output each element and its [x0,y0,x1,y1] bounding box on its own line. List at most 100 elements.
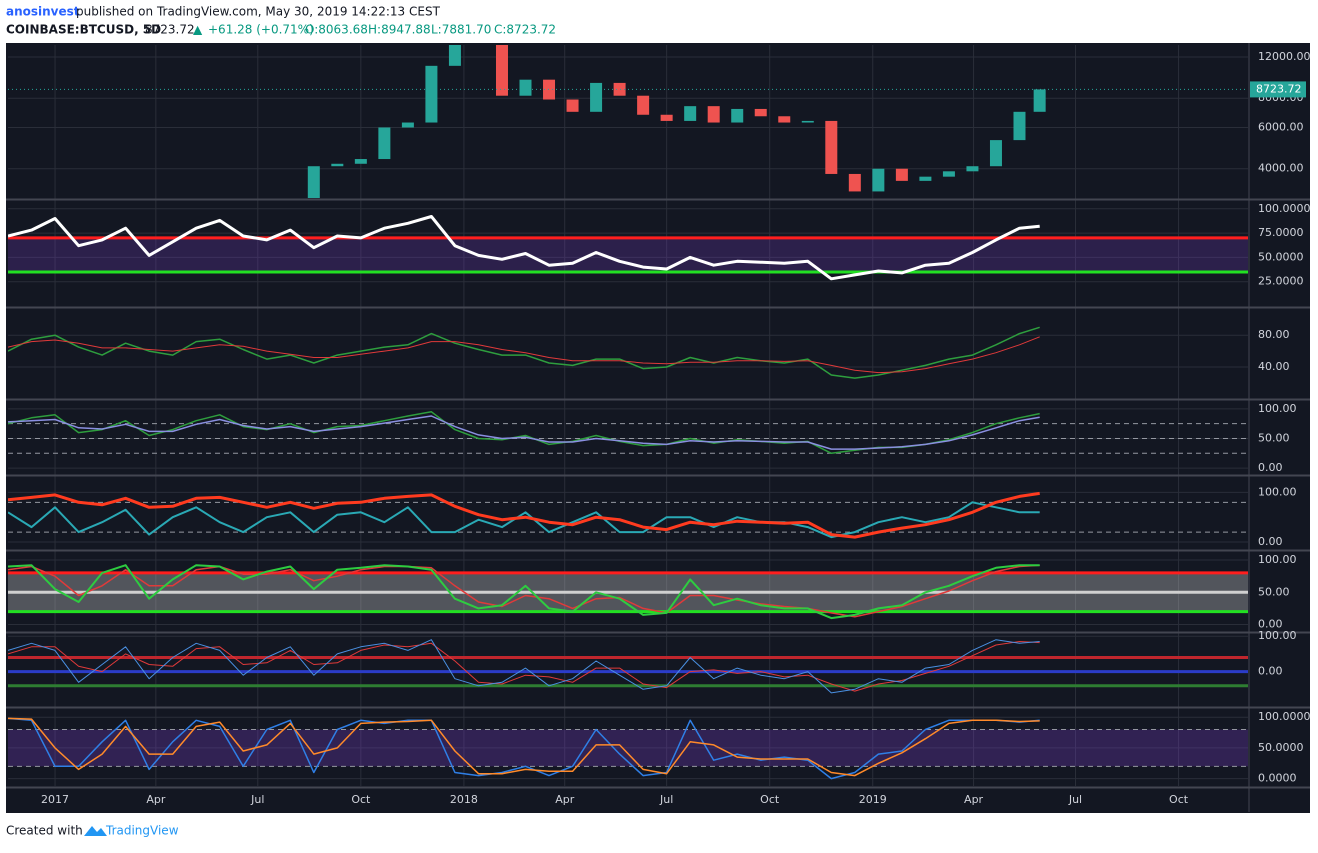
y-tick-label: 50.00 [1258,431,1290,444]
candle [378,127,391,160]
band [8,729,1248,767]
high: H:8947.88 [368,23,431,37]
arrow: ▲ [193,23,203,37]
y-tick-label: 50.0000 [1258,741,1304,754]
y-tick-label: 6000.00 [1258,120,1304,133]
panel [8,326,1248,379]
x-tick-label: Apr [555,793,575,806]
candle [966,166,979,172]
published: published on TradingView.com, May 30, 20… [76,5,441,19]
series-line [8,326,1040,379]
candle [848,173,861,192]
x-tick-label: Jul [659,793,673,806]
candle [543,79,556,100]
y-tick-label: 75.0000 [1258,226,1304,239]
y-tick-label: 100.00 [1258,485,1297,498]
candle [825,120,838,174]
candle [331,163,344,167]
y-tick-label: 0.00 [1258,461,1283,474]
x-tick-label: 2017 [41,793,69,806]
x-tick-label: Jul [250,793,264,806]
y-tick-label: 100.00 [1258,553,1297,566]
panel [8,208,1248,283]
y-tick-label: 100.00 [1258,629,1297,642]
y-tick-label: 0.00 [1258,618,1283,631]
x-tick-label: 2019 [859,793,887,806]
candle [448,45,461,66]
series-line [8,336,1040,374]
panel [8,491,1248,543]
candle [778,116,791,123]
series-line [8,641,1040,692]
series-line [8,717,1040,777]
candle [895,168,908,181]
y-tick-label: 0.0000 [1258,772,1297,785]
band [8,237,1248,272]
candle [637,95,650,115]
series-line [8,717,1040,780]
series-line [8,491,1040,539]
candle [566,99,579,112]
candle [989,140,1002,167]
y-tick-label: 4000.00 [1258,162,1304,175]
candle [519,79,532,96]
series-line [8,415,1040,450]
candle [590,82,603,112]
candle [1033,89,1046,112]
logo [84,826,107,836]
candle [401,122,414,128]
y-tick-label: 25.0000 [1258,275,1304,288]
change: +61.28 (+0.71%) [208,23,314,37]
x-tick-label: Oct [760,793,780,806]
low: L:7881.70 [431,23,491,37]
author[interactable]: anosinvest [6,5,80,19]
series-line [8,639,1040,694]
candle [1013,111,1026,141]
panel [8,45,1248,198]
last-price-box [1250,81,1306,98]
candle [801,120,814,123]
x-tick-label: Oct [351,793,371,806]
price: 8723.72 [145,23,195,37]
candle [707,106,720,123]
candle [754,108,767,117]
series-line [8,564,1040,618]
y-tick-label: 50.00 [1258,585,1290,598]
candle [613,82,626,96]
y-tick-label: 0.00 [1258,665,1283,678]
y-tick-label: 100.00 [1258,402,1297,415]
y-tick-label: 100.0000 [1258,202,1311,215]
candle [919,176,932,181]
candle [354,159,367,164]
panel [8,559,1248,626]
series-line [8,501,1040,539]
y-tick-label: 100.0000 [1258,710,1311,723]
x-tick-label: Oct [1169,793,1189,806]
candle [660,114,673,121]
panel [8,635,1248,694]
y-tick-label: 0.00 [1258,535,1283,548]
panel [8,408,1248,469]
candle [731,108,744,123]
candle [684,106,697,121]
series-line [8,564,1040,620]
x-tick-label: Jul [1068,793,1082,806]
close: C:8723.72 [494,23,556,37]
y-tick-label: 12000.00 [1258,50,1311,63]
candle [495,45,508,96]
candle [942,171,955,177]
series-line [8,215,1040,281]
panel [8,716,1248,780]
y-tick-label: 80.00 [1258,328,1290,341]
chart-background [6,43,1310,813]
footer-created: Created with [6,824,83,838]
candle [425,65,438,123]
last-price-label: 8723.72 [1256,82,1302,95]
footer-brand[interactable]: TradingView [105,824,179,838]
candle [872,168,885,192]
y-tick-label: 40.00 [1258,360,1290,373]
open: O:8063.68 [305,23,368,37]
x-tick-label: Apr [964,793,984,806]
x-tick-label: Apr [146,793,166,806]
